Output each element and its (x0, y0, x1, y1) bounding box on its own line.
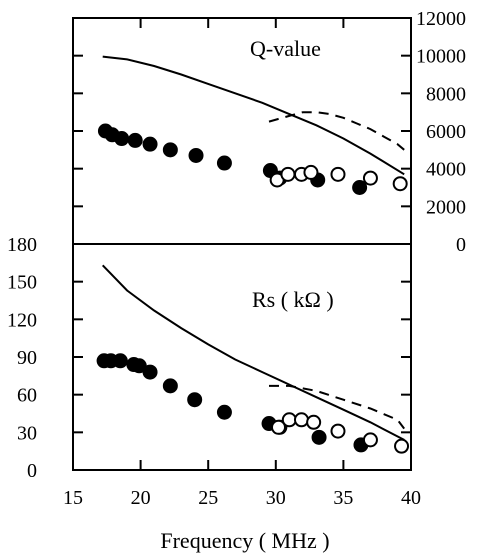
rs-filled-point (216, 404, 232, 420)
rs-solid-line (101, 264, 405, 441)
rs-filled-point (112, 353, 128, 369)
rs-open-point (362, 432, 378, 448)
rs-y-tick-label: 30 (17, 422, 37, 444)
q-y-tick-label: 6000 (426, 121, 466, 143)
rs-filled-point (131, 358, 147, 374)
rs-open-point (271, 419, 287, 435)
x-tick-label: 15 (63, 487, 83, 509)
chart-frame: 15 20 25 30 35 40 0 2000 4000 6000 8000 10000 12000 0… (7, 8, 466, 509)
rs-y-tick-label: 120 (7, 309, 37, 331)
q-filled-point (188, 147, 204, 163)
q-open-point (330, 166, 346, 182)
q-value-panel (97, 55, 408, 195)
rs-y-tick-label: 150 (7, 272, 37, 294)
q-y-tick-label: 10000 (416, 46, 466, 68)
x-tick-label: 25 (198, 487, 218, 509)
rs-open-point (330, 423, 346, 439)
rs-open-point (281, 412, 297, 428)
rs-annotation: Rs ( kΩ ) (252, 287, 334, 312)
q-value-annotation: Q-value (250, 36, 321, 61)
x-tick-label: 20 (131, 487, 151, 509)
q-y-tick-label: 8000 (426, 83, 466, 105)
rs-filled-point (142, 364, 158, 380)
x-tick-label: 30 (266, 487, 286, 509)
q-open-point (280, 166, 296, 182)
x-axis-title: Frequency ( MHz ) (160, 528, 329, 553)
q-open-point (303, 164, 319, 180)
x-tick-label: 40 (401, 487, 421, 509)
rs-open-point (394, 438, 410, 454)
q-filled-point (352, 180, 368, 195)
q-filled-point (127, 132, 143, 148)
rs-y-tick-label: 180 (7, 234, 37, 256)
q-y-tick-label: 12000 (416, 8, 466, 30)
rs-y-tick-label: 60 (17, 385, 37, 407)
x-tick-label: 35 (333, 487, 353, 509)
q-filled-point (216, 155, 232, 171)
q-y-tick-label: 4000 (426, 159, 466, 181)
q-dashed-line (268, 111, 405, 151)
rs-filled-point (187, 392, 203, 408)
q-y-tick-label: 2000 (426, 196, 466, 218)
q-solid-line (102, 55, 405, 176)
rs-filled-point (311, 429, 327, 445)
rs-open-point (293, 412, 309, 428)
rs-dashed-line (269, 384, 405, 430)
rs-panel (96, 264, 410, 454)
q-open-point (362, 170, 378, 186)
q-open-point (392, 176, 408, 192)
q-filled-point (142, 136, 158, 152)
q-filled-point (162, 142, 178, 158)
q-filled-point (114, 131, 130, 147)
rs-y-tick-label: 0 (27, 460, 37, 482)
q-y-tick-label: 0 (456, 234, 466, 256)
rs-y-tick-label: 90 (17, 347, 37, 369)
rs-open-point (306, 414, 322, 430)
rs-filled-point (162, 378, 178, 394)
